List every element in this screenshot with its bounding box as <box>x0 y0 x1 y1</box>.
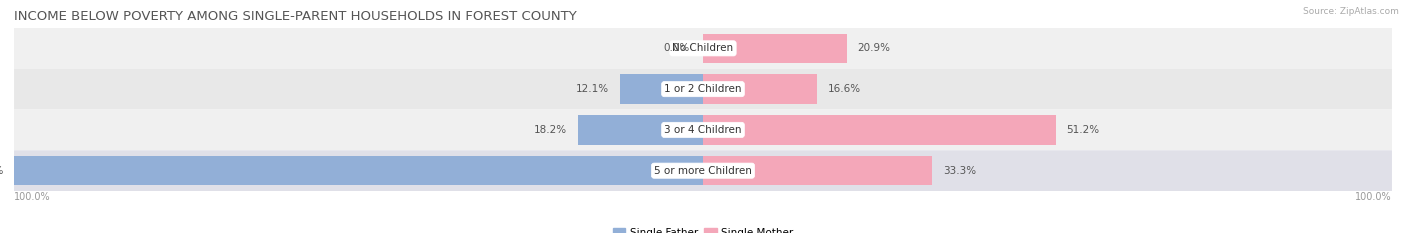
Legend: Single Father, Single Mother: Single Father, Single Mother <box>613 228 793 233</box>
Text: 5 or more Children: 5 or more Children <box>654 166 752 176</box>
Text: 0.0%: 0.0% <box>664 43 689 53</box>
Bar <box>703 75 817 104</box>
FancyBboxPatch shape <box>14 110 1392 150</box>
FancyBboxPatch shape <box>14 150 1392 191</box>
Text: 12.1%: 12.1% <box>576 84 609 94</box>
Text: 100.0%: 100.0% <box>0 166 4 176</box>
Bar <box>703 115 1056 144</box>
Text: 20.9%: 20.9% <box>858 43 890 53</box>
Text: 16.6%: 16.6% <box>828 84 860 94</box>
Bar <box>703 34 846 63</box>
FancyBboxPatch shape <box>14 28 1392 69</box>
Bar <box>620 75 703 104</box>
Text: No Children: No Children <box>672 43 734 53</box>
FancyBboxPatch shape <box>14 69 1392 110</box>
Bar <box>578 115 703 144</box>
Text: 100.0%: 100.0% <box>14 192 51 202</box>
Text: 18.2%: 18.2% <box>534 125 567 135</box>
Bar <box>14 156 703 185</box>
Text: 3 or 4 Children: 3 or 4 Children <box>664 125 742 135</box>
Text: 51.2%: 51.2% <box>1066 125 1099 135</box>
Text: INCOME BELOW POVERTY AMONG SINGLE-PARENT HOUSEHOLDS IN FOREST COUNTY: INCOME BELOW POVERTY AMONG SINGLE-PARENT… <box>14 10 576 23</box>
Text: 100.0%: 100.0% <box>1355 192 1392 202</box>
Text: 1 or 2 Children: 1 or 2 Children <box>664 84 742 94</box>
Text: Source: ZipAtlas.com: Source: ZipAtlas.com <box>1303 7 1399 16</box>
Bar <box>703 156 932 185</box>
Text: 33.3%: 33.3% <box>943 166 976 176</box>
